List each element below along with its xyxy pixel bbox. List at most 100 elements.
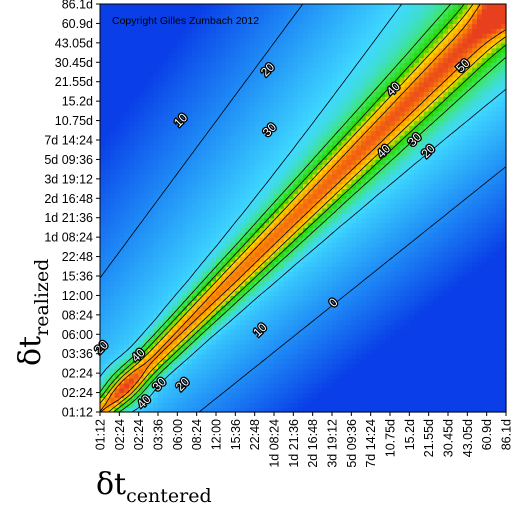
heat-cell xyxy=(298,324,304,331)
heat-cell xyxy=(332,217,338,224)
heat-cell xyxy=(375,271,381,277)
heat-cell xyxy=(361,101,367,107)
heat-cell xyxy=(307,329,314,335)
heat-cell xyxy=(211,62,217,68)
heat-cell xyxy=(220,188,227,195)
heat-cell xyxy=(254,23,261,29)
heat-cell xyxy=(274,217,280,224)
heat-cell xyxy=(177,23,183,29)
heat-cell xyxy=(162,358,169,365)
heat-cell xyxy=(153,334,159,340)
heat-cell xyxy=(307,67,314,73)
heat-cell xyxy=(196,222,203,229)
heat-cell xyxy=(264,4,270,10)
heat-cell xyxy=(303,324,309,331)
heat-cell xyxy=(346,110,352,117)
heat-cell xyxy=(182,324,188,331)
heat-cell xyxy=(332,397,338,403)
heat-cell xyxy=(143,91,149,97)
heat-cell xyxy=(129,106,135,112)
heat-cell xyxy=(196,28,203,34)
heat-cell xyxy=(119,353,125,360)
heat-cell xyxy=(356,295,362,301)
heat-cell xyxy=(187,144,193,151)
heat-cell xyxy=(235,8,241,15)
heat-cell xyxy=(254,280,261,287)
heat-cell xyxy=(264,353,270,360)
heat-cell xyxy=(201,174,207,180)
heat-cell xyxy=(375,344,381,350)
heat-cell xyxy=(303,266,309,272)
heat-cell xyxy=(172,261,178,267)
heat-cell xyxy=(259,353,265,360)
heat-cell xyxy=(249,217,256,224)
heat-cell xyxy=(356,276,362,282)
heat-cell xyxy=(211,52,217,59)
heat-cell xyxy=(172,33,178,39)
heat-cell xyxy=(211,23,217,29)
heat-cell xyxy=(162,62,169,68)
heat-cell xyxy=(191,290,198,297)
heat-cell xyxy=(274,154,280,161)
heat-cell xyxy=(259,329,265,335)
heat-cell xyxy=(133,67,140,73)
heat-cell xyxy=(259,305,265,311)
heat-cell xyxy=(143,28,149,34)
heat-cell xyxy=(341,339,348,345)
heat-cell xyxy=(109,164,116,170)
heat-cell xyxy=(269,373,275,379)
heat-cell xyxy=(138,42,145,49)
heat-cell xyxy=(307,38,314,44)
heat-cell xyxy=(225,339,232,345)
heat-cell xyxy=(153,159,159,165)
heat-cell xyxy=(259,154,265,161)
heat-cell xyxy=(225,373,232,379)
heat-cell xyxy=(365,47,372,54)
heat-cell xyxy=(119,382,125,389)
heat-cell xyxy=(148,18,154,25)
heat-cell xyxy=(293,334,299,340)
heat-cell xyxy=(240,407,246,413)
heat-cell xyxy=(288,159,294,165)
heat-cell xyxy=(172,135,178,141)
heat-cell xyxy=(167,290,174,297)
heat-cell xyxy=(312,115,319,122)
heat-cell xyxy=(346,174,352,180)
heat-cell xyxy=(303,203,309,209)
heat-cell xyxy=(119,378,125,384)
heat-cell xyxy=(288,42,294,49)
heat-cell xyxy=(182,329,188,335)
heat-cell xyxy=(245,57,251,63)
heat-cell xyxy=(124,363,130,369)
heat-cell xyxy=(341,382,348,389)
heat-cell xyxy=(351,290,357,297)
heat-cell xyxy=(341,159,348,165)
heat-cell xyxy=(138,276,145,282)
heat-cell xyxy=(100,402,106,408)
heat-cell xyxy=(177,8,183,15)
heat-cell xyxy=(206,300,212,306)
heat-cell xyxy=(143,149,149,156)
heat-cell xyxy=(167,256,174,263)
heat-cell xyxy=(138,47,145,54)
heat-cell xyxy=(191,115,198,122)
heat-cell xyxy=(375,91,381,97)
heat-cell xyxy=(264,339,270,345)
heat-cell xyxy=(235,280,241,287)
heat-cell xyxy=(341,208,348,214)
heat-cell xyxy=(143,261,149,267)
heat-cell xyxy=(220,33,227,39)
heat-cell xyxy=(119,18,125,25)
heat-cell xyxy=(346,28,352,34)
heat-cell xyxy=(172,52,178,59)
heat-cell xyxy=(332,314,338,321)
heat-cell xyxy=(278,222,285,229)
heat-cell xyxy=(191,329,198,335)
heat-cell xyxy=(264,96,270,102)
heat-cell xyxy=(153,169,159,175)
heat-cell xyxy=(216,212,222,219)
heat-cell xyxy=(230,368,236,374)
heat-cell xyxy=(216,310,222,316)
heat-cell xyxy=(138,198,145,204)
heat-cell xyxy=(100,67,106,73)
